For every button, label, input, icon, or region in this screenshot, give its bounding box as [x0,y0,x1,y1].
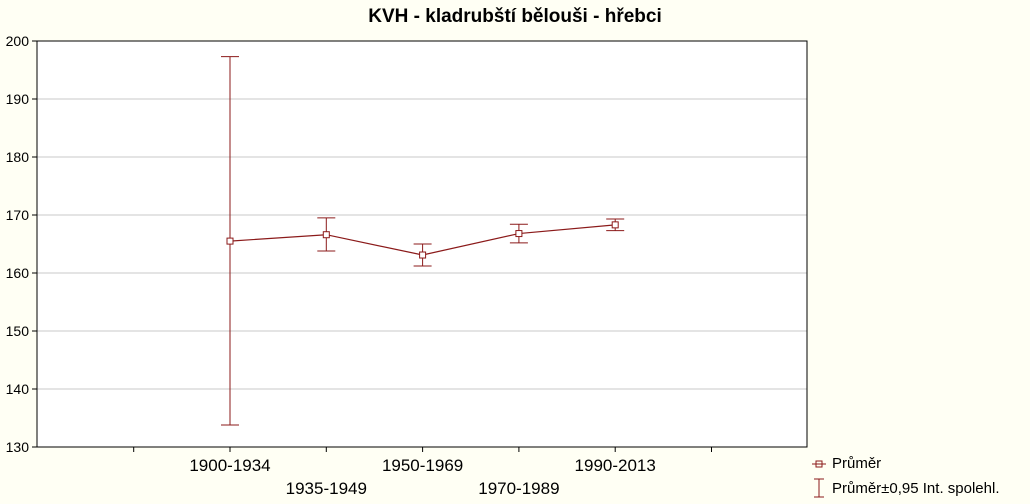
x-tick-label: 1935-1949 [286,479,367,498]
mean-marker-icon [812,460,826,467]
legend-ci: Průměr±0,95 Int. spolehl. [812,478,999,498]
mean-point [515,230,523,238]
chart-title: KVH - kladrubští bělouši - hřebci [368,6,662,27]
legend-mean: Průměr [812,455,881,472]
y-tick-label: 130 [6,439,30,455]
y-tick-label: 140 [6,381,30,397]
y-tick-label: 200 [6,33,30,49]
x-tick-label: 1900-1934 [189,456,270,475]
x-tick-label: 1990-2013 [575,456,656,475]
mean-point [226,237,234,245]
plot-frame [36,40,808,448]
legend-ci-label: Průměr±0,95 Int. spolehl. [832,479,1000,497]
x-tick-label: 1950-1969 [382,456,463,475]
y-tick-label: 160 [6,265,30,281]
mean-point [611,221,619,229]
x-tick-label: 1970-1989 [478,479,559,498]
mean-point [419,251,427,259]
y-tick-label: 180 [6,149,30,165]
y-tick-label: 150 [6,323,30,339]
error-bar-icon [814,478,824,498]
legend-mean-label: Průměr [832,455,882,472]
mean-point [322,231,330,239]
y-tick-label: 170 [6,207,30,223]
y-tick-label: 190 [6,91,30,107]
